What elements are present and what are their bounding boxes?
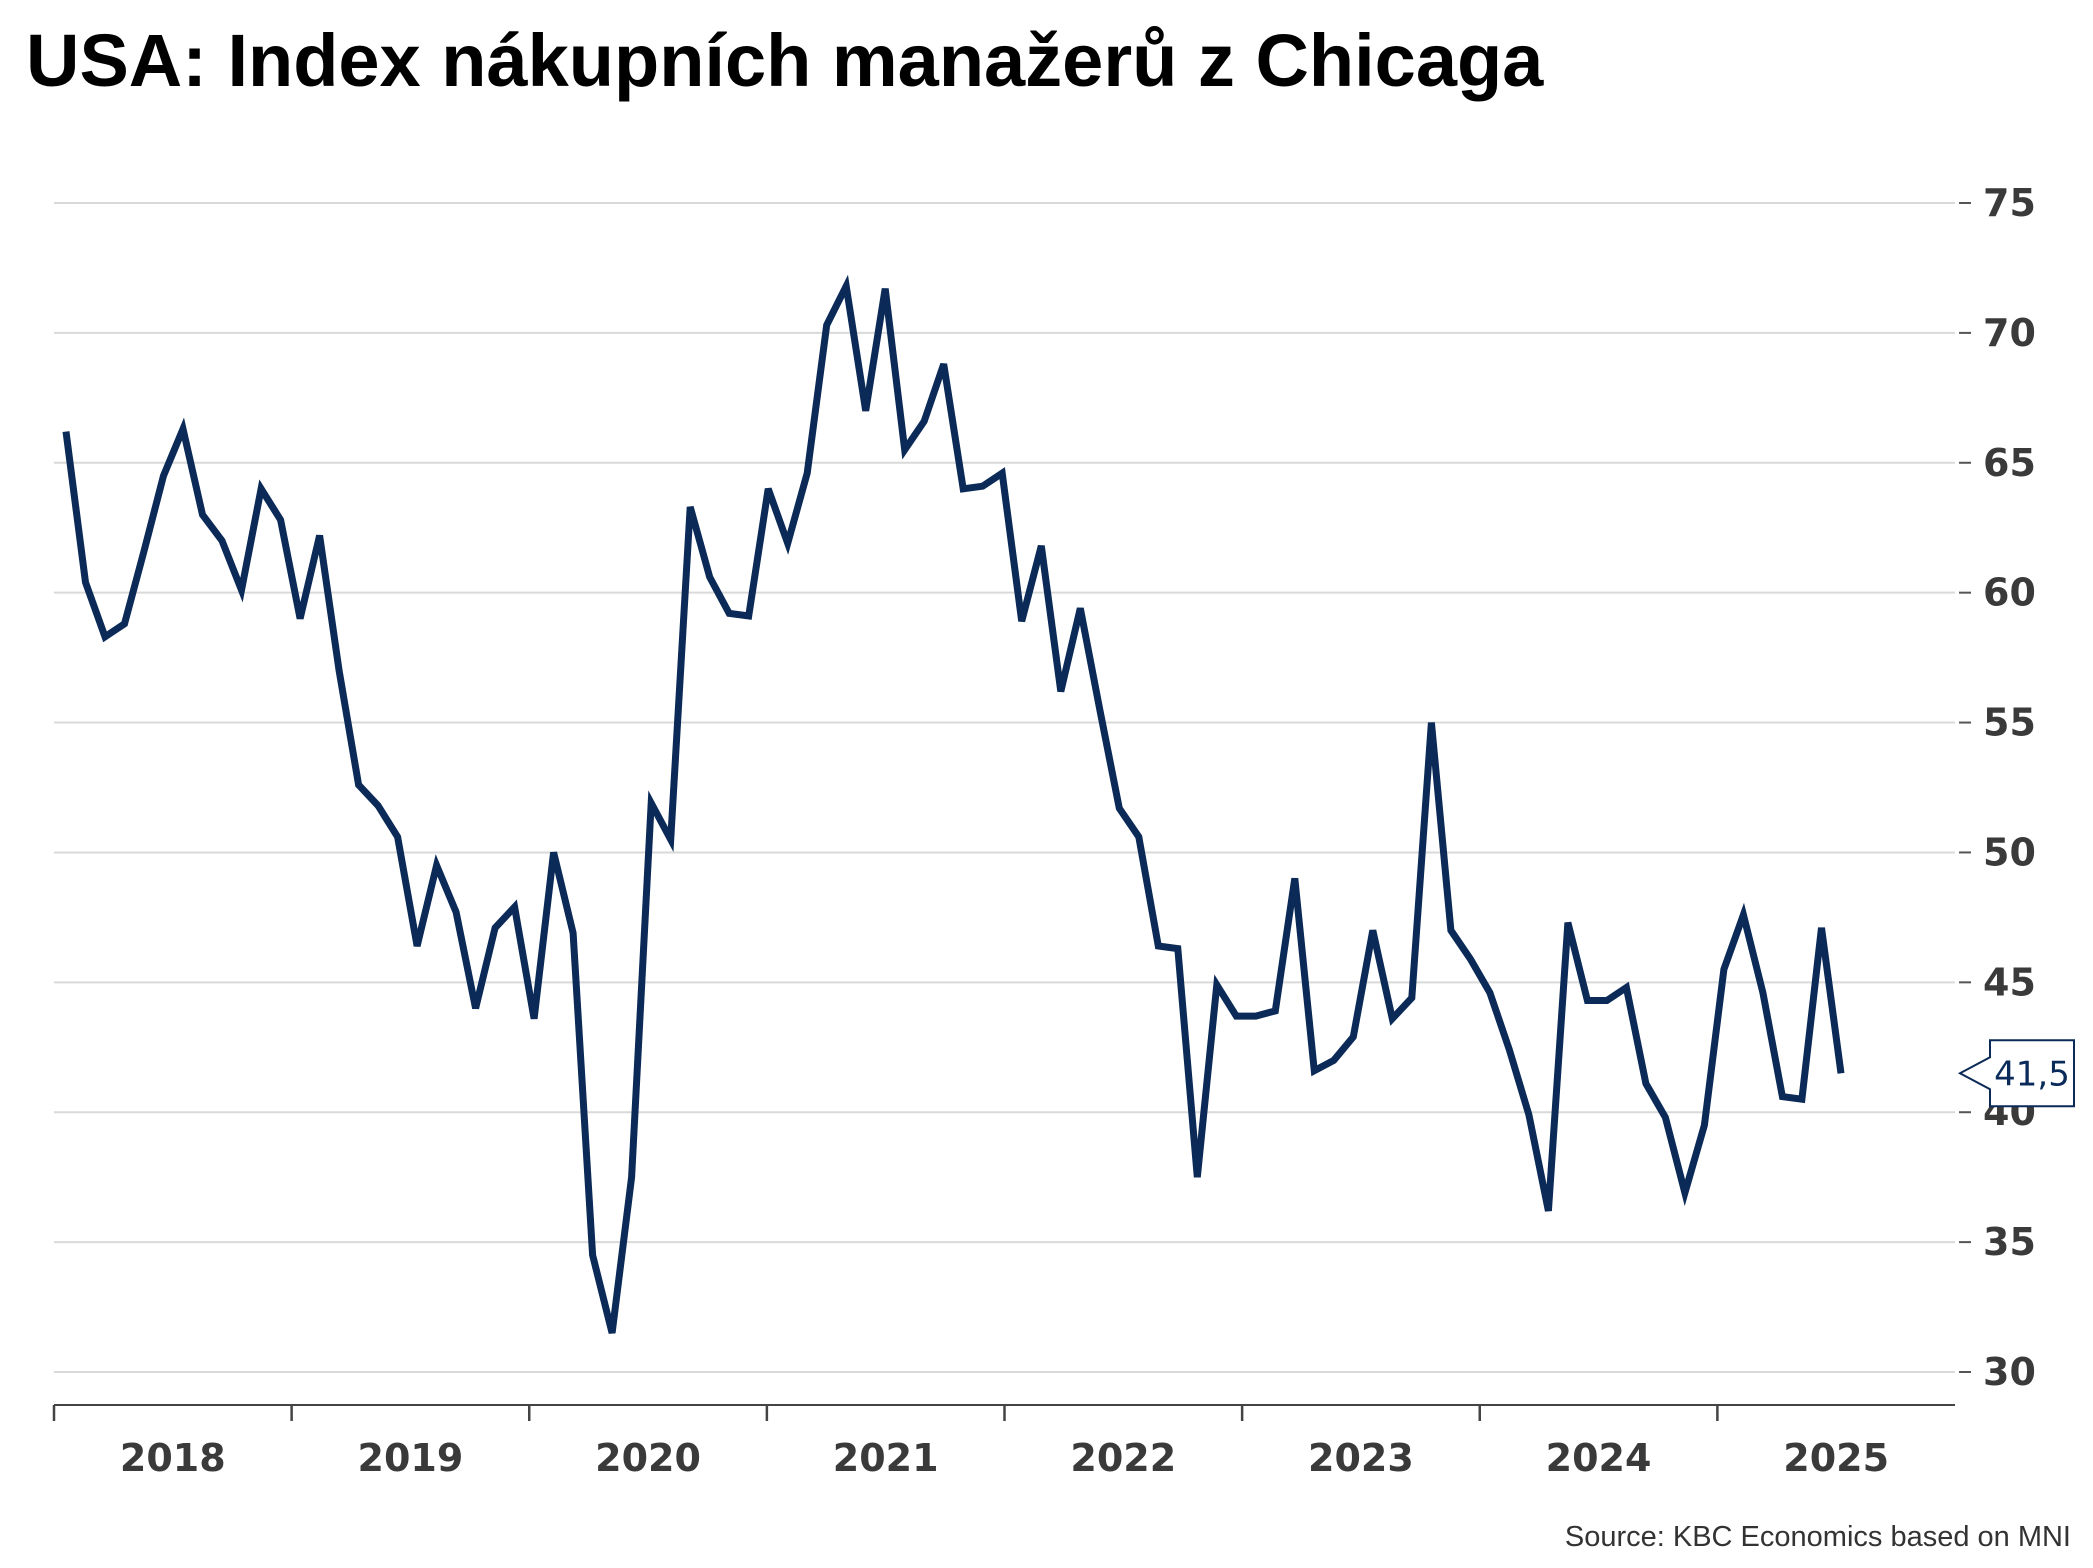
y-tick-label: 35	[1983, 1220, 2036, 1264]
x-tick-label: 2020	[595, 1436, 701, 1480]
y-tick-label: 70	[1983, 311, 2036, 355]
callout-box	[1957, 1039, 2075, 1108]
x-tick-label: 2019	[358, 1436, 464, 1480]
axes	[52, 202, 1971, 1421]
y-tick-label: 75	[1983, 181, 2036, 225]
y-tick-label: 30	[1983, 1350, 2036, 1394]
y-tick-label: 65	[1983, 441, 2036, 485]
source-note: Source: KBC Economics based on MNI	[1564, 1521, 2071, 1553]
x-tick-label: 2022	[1070, 1436, 1176, 1480]
x-tick-label: 2024	[1546, 1436, 1652, 1480]
x-tick-label: 2021	[833, 1436, 939, 1480]
last-value-callout: 41,5	[1957, 1039, 2075, 1108]
x-tick-label: 2018	[120, 1436, 226, 1480]
x-tick-label: 2023	[1308, 1436, 1414, 1480]
series-line	[62, 274, 1845, 1334]
y-tick-label: 55	[1983, 701, 2036, 745]
y-tick-label: 50	[1983, 830, 2036, 874]
gridlines	[54, 202, 1955, 1373]
chart-title: USA: Index nákupních manažerů z Chicaga	[26, 19, 1544, 102]
last-value-label: 41,5	[1994, 1054, 2070, 1094]
y-tick-label: 60	[1983, 571, 2036, 615]
series-layer	[62, 274, 1845, 1334]
y-tick-label: 45	[1983, 960, 2036, 1004]
x-tick-label: 2025	[1783, 1436, 1889, 1480]
